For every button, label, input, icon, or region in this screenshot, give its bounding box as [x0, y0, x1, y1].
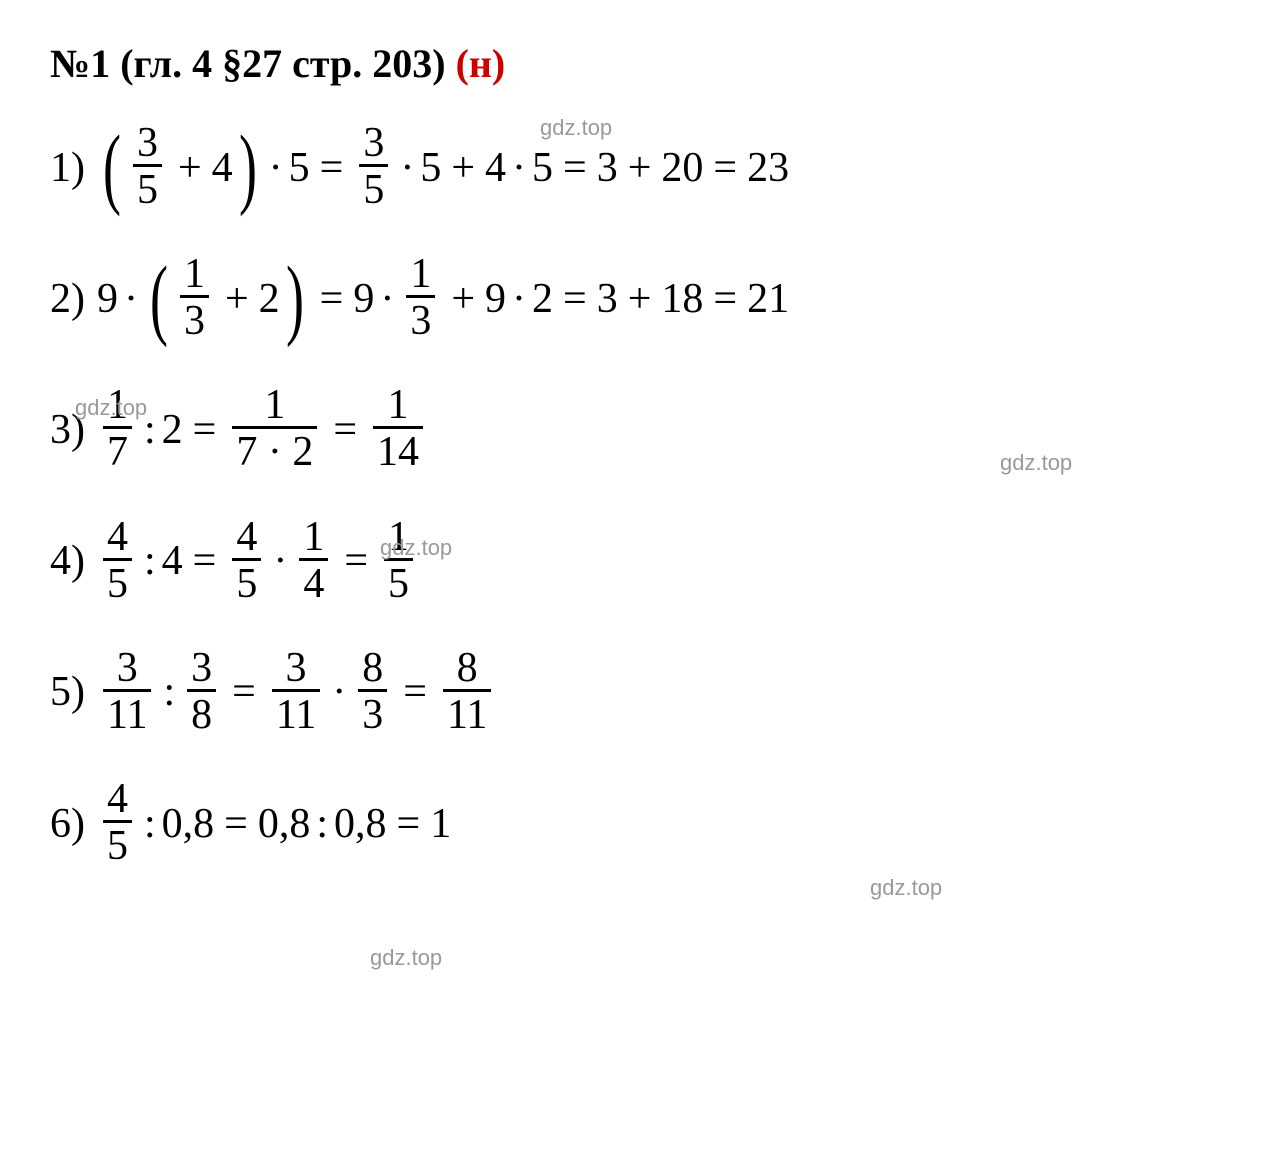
fraction: 1 4 — [299, 516, 328, 607]
eq2-label: 2) — [50, 275, 85, 323]
right-paren: ) — [286, 263, 304, 335]
equation-4: 4) 4 5 : 4 = 4 5 · 1 4 = 1 5 — [50, 516, 1237, 607]
eq5-label: 5) — [50, 668, 85, 716]
fraction: 1 3 — [180, 253, 209, 344]
fraction: 1 5 — [384, 516, 413, 607]
left-paren: ( — [103, 132, 121, 204]
fraction: 8 3 — [358, 647, 387, 738]
watermark: gdz.top — [1000, 450, 1072, 476]
fraction: 8 11 — [443, 647, 491, 738]
fraction: 3 5 — [359, 122, 388, 213]
fraction: 3 8 — [187, 647, 216, 738]
watermark: gdz.top — [540, 115, 612, 141]
equation-5: 5) 3 11 : 3 8 = 3 11 · 8 3 = 8 11 — [50, 647, 1237, 738]
watermark: gdz.top — [380, 535, 452, 561]
equation-2: 2) 9 · ( 1 3 + 2 ) = 9 · 1 3 + 9 · 2 = 3… — [50, 253, 1237, 344]
left-paren: ( — [150, 263, 168, 335]
eq6-label: 6) — [50, 800, 85, 848]
fraction: 4 5 — [232, 516, 261, 607]
equation-6: 6) 4 5 : 0,8 = 0,8 : 0,8 = 1 — [50, 778, 1237, 869]
problem-header: №1 (гл. 4 §27 стр. 203) (н) — [50, 40, 1237, 87]
fraction: 3 11 — [272, 647, 320, 738]
fraction: 1 3 — [406, 253, 435, 344]
watermark: gdz.top — [870, 875, 942, 901]
fraction: 4 5 — [103, 516, 132, 607]
fraction: 1 14 — [373, 384, 423, 475]
fraction: 4 5 — [103, 778, 132, 869]
problem-note: (н) — [456, 41, 506, 86]
right-paren: ) — [239, 132, 257, 204]
fraction: 3 11 — [103, 647, 151, 738]
watermark: gdz.top — [370, 945, 442, 971]
eq4-label: 4) — [50, 537, 85, 585]
eq1-label: 1) — [50, 144, 85, 192]
problem-number: №1 — [50, 41, 110, 86]
fraction: 1 7 · 2 — [232, 384, 317, 475]
fraction: 3 5 — [133, 122, 162, 213]
watermark: gdz.top — [75, 395, 147, 421]
equation-1: 1) ( 3 5 + 4 ) · 5 = 3 5 · 5 + 4 · 5 = 3… — [50, 122, 1237, 213]
problem-reference: (гл. 4 §27 стр. 203) — [120, 41, 445, 86]
